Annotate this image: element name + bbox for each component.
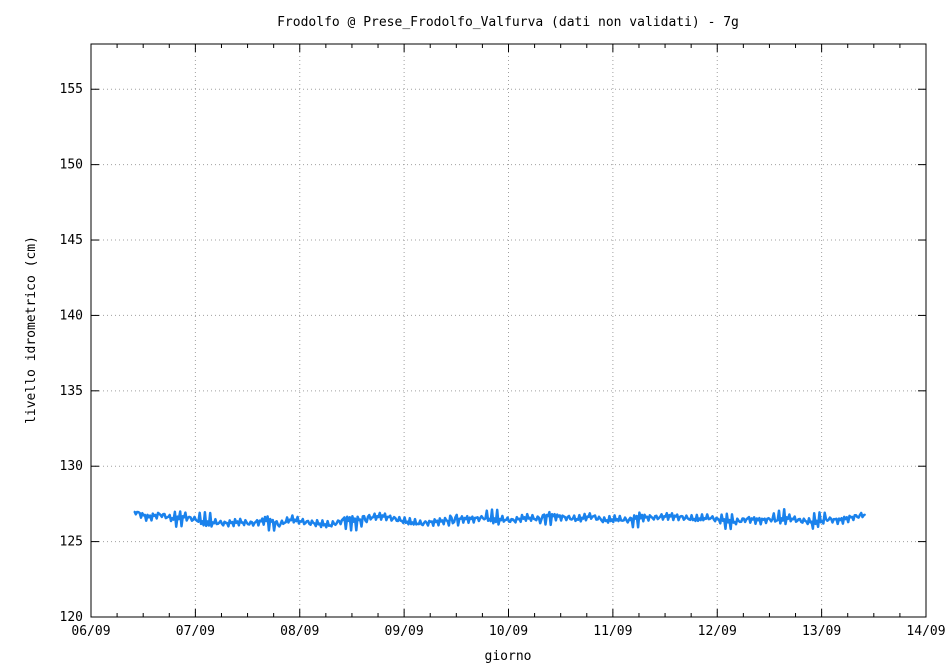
data-point (329, 524, 332, 526)
data-point (812, 521, 814, 523)
data-point (564, 516, 566, 519)
data-point (759, 519, 762, 522)
data-point (642, 516, 645, 519)
data-point (681, 516, 684, 519)
data-point (655, 516, 658, 519)
data-point (472, 518, 475, 520)
data-point (512, 519, 514, 522)
data-point (629, 519, 632, 522)
data-point (316, 522, 318, 525)
data-point (603, 519, 605, 522)
data-point (773, 518, 775, 520)
data-point (394, 518, 397, 520)
data-point (446, 519, 449, 522)
x-tick-label: 08/09 (280, 624, 319, 639)
y-tick-label: 120 (60, 610, 83, 625)
data-point (733, 521, 736, 523)
x-axis-label: giorno (485, 649, 532, 664)
y-tick-label: 135 (60, 384, 83, 399)
data-point (825, 518, 827, 520)
data-point (342, 519, 345, 522)
data-point (355, 521, 358, 523)
data-point (525, 516, 527, 519)
x-tick-label: 11/09 (593, 624, 632, 639)
data-point (159, 513, 162, 516)
data-point (459, 518, 462, 520)
x-tick-label: 13/09 (802, 624, 841, 639)
y-tick-label: 145 (60, 233, 83, 248)
data-point (251, 522, 253, 525)
data-point (277, 524, 279, 526)
data-point (838, 519, 840, 522)
chart-title: Frodolfo @ Prese_Frodolfo_Valfurva (dati… (277, 15, 739, 30)
data-point (720, 519, 723, 522)
series-layer (133, 507, 866, 532)
data-point (420, 522, 423, 525)
data-point (225, 522, 227, 525)
data-point (172, 518, 175, 520)
y-tick-label: 150 (60, 158, 83, 173)
y-tick-label: 125 (60, 535, 83, 550)
data-point (264, 519, 266, 522)
data-point (303, 521, 305, 523)
y-axis: 120 125 130 135 140 145 150 155 (60, 82, 926, 625)
data-point (616, 518, 618, 520)
y-tick-label: 155 (60, 82, 83, 97)
data-point (590, 515, 592, 517)
data-point (290, 518, 292, 520)
data-point (198, 519, 201, 522)
x-tick-label: 06/09 (71, 624, 110, 639)
data-point (746, 518, 749, 520)
data-point (368, 516, 371, 519)
y-tick-label: 140 (60, 308, 83, 323)
data-point (499, 518, 501, 520)
data-point (433, 521, 436, 523)
x-tick-label: 12/09 (698, 624, 737, 639)
data-point (707, 516, 710, 519)
data-point (694, 518, 697, 520)
data-point (577, 518, 579, 520)
x-axis: 06/09 07/09 08/09 09/09 10/09 11/09 12/09 13/09… (71, 44, 946, 639)
data-point (851, 516, 853, 519)
y-axis-label: livello idrometrico (cm) (24, 236, 39, 424)
x-tick-label: 09/09 (385, 624, 424, 639)
data-point (668, 515, 671, 517)
x-tick-label: 14/09 (906, 624, 945, 639)
data-point (407, 521, 410, 523)
y-tick-label: 130 (60, 459, 83, 474)
data-point (799, 519, 801, 522)
data-point (185, 516, 188, 519)
data-point (864, 513, 866, 516)
data-point (486, 516, 488, 519)
data-point (133, 510, 136, 513)
data-point (551, 515, 553, 517)
x-tick-label: 10/09 (489, 624, 528, 639)
data-point (381, 515, 384, 517)
data-point (212, 521, 214, 523)
x-tick-label: 07/09 (176, 624, 215, 639)
data-point (238, 521, 240, 523)
data-point (538, 518, 540, 520)
data-point (146, 516, 149, 519)
data-point (786, 516, 788, 519)
